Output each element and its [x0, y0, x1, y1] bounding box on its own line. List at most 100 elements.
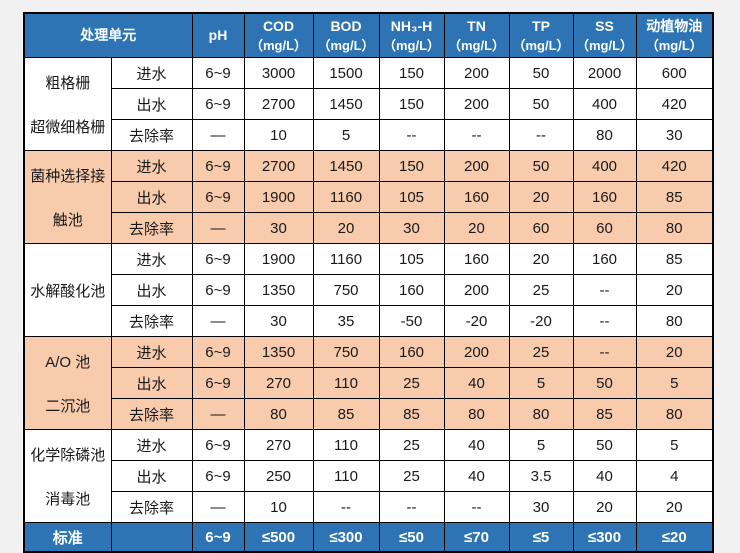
cell-bod: 110: [312, 367, 380, 399]
cell-cod: 10: [243, 491, 314, 523]
cell-ss: 160: [572, 243, 637, 275]
cell-bod: 1450: [312, 88, 380, 120]
cell-ph: 6~9: [191, 367, 245, 399]
cell-ph: 6~9: [191, 336, 245, 368]
cell-tn: 200: [443, 88, 510, 120]
cell-tn: 40: [443, 460, 510, 492]
row-group1-outflow: 出水 6~9 2700 1450 150 200 50 400 420: [24, 88, 714, 120]
cell-bod: 750: [312, 274, 380, 306]
cell-ph: —: [191, 305, 245, 337]
cell-bod: 110: [312, 460, 380, 492]
cell-ss: 50: [572, 367, 637, 399]
cell-ss: 60: [572, 212, 637, 244]
cell-flow: 去除率: [110, 491, 193, 523]
cell-flow: 进水: [110, 429, 193, 461]
cell-tp: 5: [508, 367, 574, 399]
cell-nh3: 150: [378, 150, 445, 182]
row-group3-inflow: 水解酸化池 进水 6~9 1900 1160 105 160 20 160 85: [23, 243, 714, 337]
col-header-label: NH₃-H: [390, 17, 433, 34]
unit-name: 触池: [52, 211, 83, 229]
row-group4-outflow: 出水 6~9 270 110 25 40 5 50 5: [24, 367, 714, 399]
cell-ss: 400: [572, 88, 637, 120]
row-standard: 标准 6~9 ≤500 ≤300 ≤50 ≤70 ≤5 ≤300 ≤20: [23, 522, 714, 553]
unit-names: 水解酸化池: [25, 246, 110, 334]
cell-tn: --: [443, 119, 510, 151]
cell-bod: 750: [312, 336, 380, 368]
unit-name: 超微细格栅: [30, 118, 106, 136]
cell-tp: 30: [508, 491, 574, 523]
cell-tp: 25: [508, 274, 574, 306]
cell-flow: 去除率: [110, 212, 193, 244]
row-group5-inflow: 化学除磷池 消毒池 进水 6~9 270 110 25 40 5 50 5: [23, 429, 714, 523]
cell-tn: ≤70: [443, 522, 510, 553]
cell-nh3: 30: [378, 212, 445, 244]
col-header-ss: SS （mg/L）: [572, 12, 637, 58]
unit-name: 菌种选择接: [30, 167, 106, 185]
cell-oil: 20: [635, 336, 714, 368]
unit-names: 化学除磷池 消毒池: [25, 432, 110, 520]
cell-cod: 1900: [243, 181, 314, 213]
cell-ss: ≤300: [572, 522, 637, 553]
cell-nh3: 160: [378, 274, 445, 306]
cell-tn: --: [443, 491, 510, 523]
cell-oil: 4: [635, 460, 714, 492]
cell-bod: 85: [312, 398, 380, 430]
cell-cod: 270: [243, 429, 314, 461]
cell-flow: 出水: [110, 88, 193, 120]
col-header-label: TP: [532, 17, 550, 34]
cell-group3-unit: 水解酸化池: [23, 243, 112, 337]
unit-name: A/O 池: [45, 353, 91, 371]
cell-flow: 进水: [110, 336, 193, 368]
cell-nh3: 85: [378, 398, 445, 430]
cell-cod: 1350: [243, 336, 314, 368]
cell-ss: 2000: [572, 57, 637, 89]
cell-flow: 出水: [110, 181, 193, 213]
cell-cod: 250: [243, 460, 314, 492]
col-header-bod: BOD （mg/L）: [312, 12, 380, 58]
cell-tn: 40: [443, 367, 510, 399]
treatment-results-table-wrap: 处理单元 pH COD （mg/L） BOD （mg/L） NH₃-H （mg/L） …: [23, 12, 714, 553]
cell-tn: 200: [443, 336, 510, 368]
cell-cod: 2700: [243, 88, 314, 120]
cell-oil: 20: [635, 274, 714, 306]
col-header-label: TN: [467, 17, 486, 34]
cell-nh3: 150: [378, 88, 445, 120]
cell-tp: 50: [508, 88, 574, 120]
row-group2-inflow: 菌种选择接 触池 进水 6~9 2700 1450 150 200 50 400…: [23, 150, 714, 244]
cell-nh3: --: [378, 119, 445, 151]
cell-tn: 200: [443, 150, 510, 182]
cell-tp: 5: [508, 429, 574, 461]
cell-ph: 6~9: [191, 429, 245, 461]
row-group3-outflow: 出水 6~9 1350 750 160 200 25 -- 20: [24, 274, 714, 306]
cell-ss: 50: [572, 429, 637, 461]
cell-tn: 200: [443, 274, 510, 306]
cell-flow: 出水: [110, 274, 193, 306]
cell-ph: 6~9: [191, 181, 245, 213]
cell-cod: 1900: [243, 243, 314, 275]
cell-nh3: 150: [378, 57, 445, 89]
cell-tp: 3.5: [508, 460, 574, 492]
cell-oil: 85: [635, 181, 714, 213]
cell-oil: 600: [635, 57, 714, 89]
cell-nh3: -50: [378, 305, 445, 337]
cell-cod: 30: [243, 305, 314, 337]
cell-standard-label: 标准: [23, 522, 112, 553]
cell-tn: 200: [443, 57, 510, 89]
cell-nh3: 105: [378, 181, 445, 213]
cell-ph: —: [191, 491, 245, 523]
cell-ss: 80: [572, 119, 637, 151]
unit-name: 粗格栅: [45, 74, 91, 92]
cell-tn: -20: [443, 305, 510, 337]
cell-group2-unit: 菌种选择接 触池: [23, 150, 112, 244]
cell-bod: 110: [312, 429, 380, 461]
cell-bod: 35: [312, 305, 380, 337]
cell-cod: 30: [243, 212, 314, 244]
cell-ss: 20: [572, 491, 637, 523]
cell-oil: 5: [635, 367, 714, 399]
cell-oil: 420: [635, 150, 714, 182]
cell-tn: 20: [443, 212, 510, 244]
unit-name: 水解酸化池: [30, 282, 106, 300]
cell-ph: 6~9: [191, 150, 245, 182]
col-header-label: SS: [595, 17, 614, 34]
cell-cod: 3000: [243, 57, 314, 89]
